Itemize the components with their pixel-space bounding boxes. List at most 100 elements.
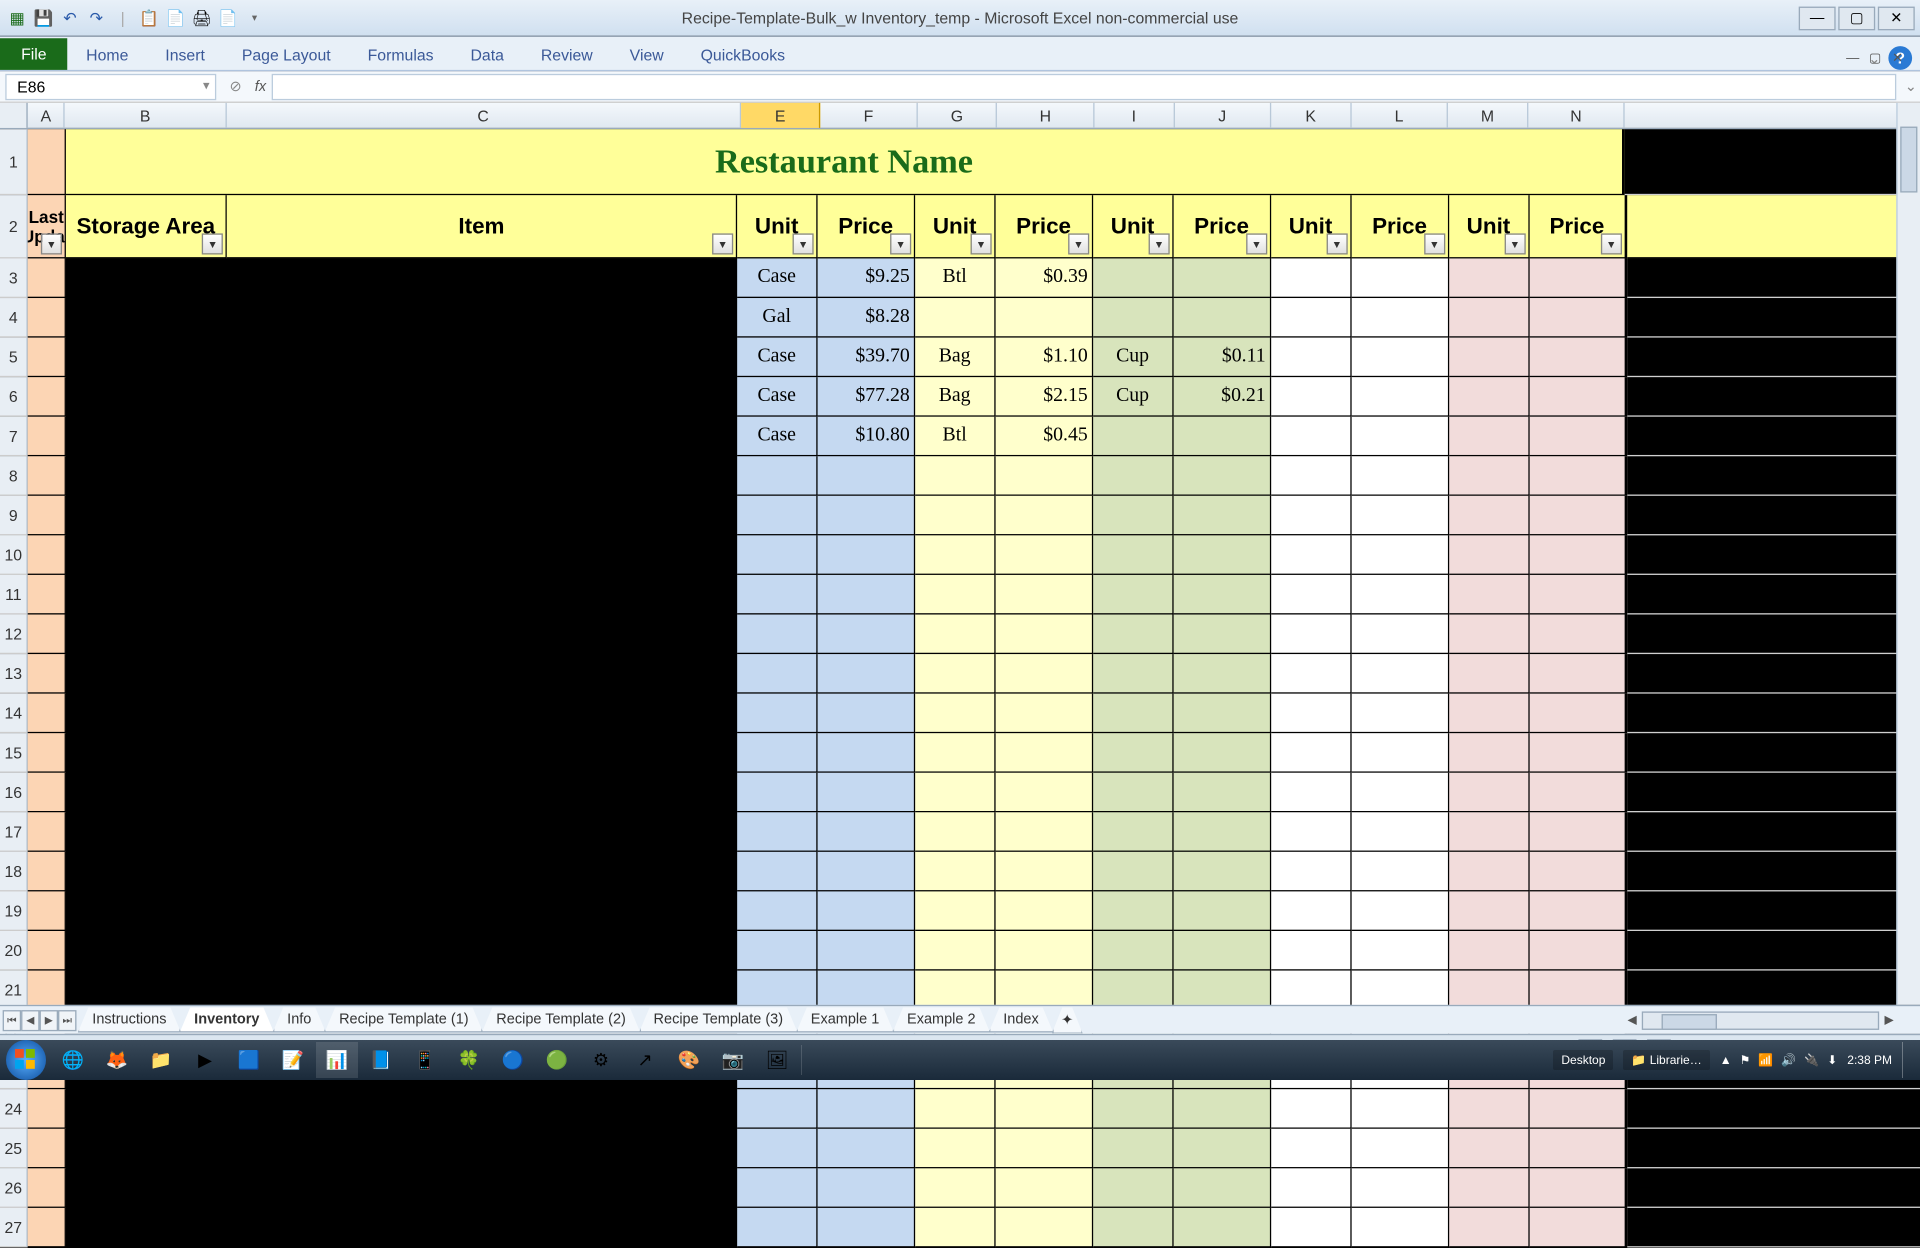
cell[interactable] bbox=[1173, 258, 1270, 298]
cell[interactable] bbox=[1173, 1208, 1270, 1248]
filter-dropdown-icon[interactable]: ▼ bbox=[1246, 233, 1267, 254]
cell[interactable] bbox=[1627, 338, 1920, 378]
cell[interactable] bbox=[227, 1208, 737, 1248]
cell[interactable] bbox=[1449, 615, 1529, 655]
cell[interactable]: COFFEE REGULAR 36/CASE bbox=[227, 377, 737, 417]
cell[interactable] bbox=[1271, 535, 1351, 575]
qat-icon[interactable]: 📄 bbox=[164, 6, 188, 30]
cell[interactable] bbox=[915, 773, 995, 813]
cell[interactable] bbox=[1093, 694, 1173, 734]
cell[interactable] bbox=[1173, 1129, 1270, 1169]
cell[interactable] bbox=[28, 496, 66, 536]
column-header[interactable]: H bbox=[998, 103, 1095, 128]
cell[interactable] bbox=[818, 852, 915, 892]
cell[interactable] bbox=[996, 733, 1093, 773]
cell[interactable] bbox=[1173, 575, 1270, 615]
cell[interactable]: Case bbox=[737, 377, 817, 417]
cell[interactable] bbox=[1449, 1129, 1529, 1169]
cell[interactable] bbox=[818, 496, 915, 536]
cell[interactable] bbox=[1449, 575, 1529, 615]
cell[interactable] bbox=[1627, 931, 1920, 971]
cell[interactable] bbox=[1627, 812, 1920, 852]
cell[interactable] bbox=[737, 1089, 817, 1129]
cell[interactable] bbox=[1173, 417, 1270, 457]
cell[interactable] bbox=[1093, 298, 1173, 338]
cell[interactable] bbox=[28, 931, 66, 971]
cell[interactable] bbox=[1351, 338, 1448, 378]
cell[interactable] bbox=[1093, 1168, 1173, 1208]
cell[interactable]: $10.80 bbox=[818, 417, 915, 457]
cell[interactable] bbox=[1627, 694, 1920, 734]
cell[interactable] bbox=[227, 575, 737, 615]
vertical-scrollbar[interactable] bbox=[1896, 103, 1920, 1005]
cell[interactable] bbox=[1351, 615, 1448, 655]
cell[interactable] bbox=[1627, 1168, 1920, 1208]
filter-dropdown-icon[interactable]: ▼ bbox=[1504, 233, 1525, 254]
header-cell[interactable]: Unit▼ bbox=[1449, 195, 1529, 258]
cell[interactable]: Beverages bbox=[66, 1089, 227, 1129]
cell[interactable] bbox=[1529, 496, 1627, 536]
cell[interactable] bbox=[1093, 1208, 1173, 1248]
cell[interactable] bbox=[1624, 129, 1920, 195]
sheet-nav-first-icon[interactable]: ⏮ bbox=[3, 1009, 21, 1030]
cell[interactable] bbox=[1627, 773, 1920, 813]
cell[interactable] bbox=[227, 1089, 737, 1129]
cell[interactable] bbox=[1449, 377, 1529, 417]
tray-icon[interactable]: ⬇ bbox=[1827, 1053, 1837, 1067]
cell[interactable] bbox=[1449, 417, 1529, 457]
cell[interactable] bbox=[1529, 298, 1627, 338]
taskbar-ie-icon[interactable]: 🌐 bbox=[52, 1042, 94, 1078]
column-header[interactable]: F bbox=[821, 103, 918, 128]
cell[interactable] bbox=[1351, 535, 1448, 575]
cell[interactable] bbox=[28, 535, 66, 575]
row-header[interactable]: 12 bbox=[0, 615, 28, 655]
cell[interactable] bbox=[1173, 535, 1270, 575]
wb-minimize-icon[interactable]: — bbox=[1844, 50, 1862, 66]
taskbar-app-icon[interactable]: 🍀 bbox=[448, 1042, 490, 1078]
cell[interactable] bbox=[1627, 258, 1920, 298]
cell[interactable] bbox=[1351, 931, 1448, 971]
qat-icon[interactable]: 🖨 bbox=[190, 6, 214, 30]
show-desktop-button[interactable] bbox=[1902, 1042, 1910, 1078]
cell[interactable]: Btl bbox=[915, 417, 995, 457]
taskbar-spotify-icon[interactable]: 🟢 bbox=[536, 1042, 578, 1078]
cell[interactable] bbox=[1449, 931, 1529, 971]
cell[interactable] bbox=[737, 852, 817, 892]
filter-dropdown-icon[interactable]: ▼ bbox=[1326, 233, 1347, 254]
excel-icon[interactable]: ▦ bbox=[5, 6, 29, 30]
cell[interactable] bbox=[28, 1208, 66, 1248]
cell[interactable] bbox=[227, 773, 737, 813]
cell[interactable] bbox=[1529, 1089, 1627, 1129]
column-header[interactable]: N bbox=[1528, 103, 1625, 128]
cell[interactable] bbox=[1449, 891, 1529, 931]
cell[interactable] bbox=[737, 931, 817, 971]
cell[interactable] bbox=[1627, 496, 1920, 536]
start-button[interactable] bbox=[6, 1040, 46, 1080]
cell[interactable] bbox=[996, 654, 1093, 694]
cell[interactable]: $1.10 bbox=[996, 338, 1093, 378]
cell[interactable] bbox=[227, 694, 737, 734]
header-cell[interactable]: Price▼ bbox=[996, 195, 1093, 258]
cell[interactable] bbox=[1093, 615, 1173, 655]
cell[interactable]: Beverages bbox=[66, 1129, 227, 1169]
row-header[interactable]: 7 bbox=[0, 417, 28, 457]
cell[interactable] bbox=[28, 338, 66, 378]
cell[interactable] bbox=[737, 733, 817, 773]
cell[interactable] bbox=[28, 733, 66, 773]
cell[interactable] bbox=[1351, 891, 1448, 931]
cell[interactable] bbox=[1351, 496, 1448, 536]
cell[interactable]: Beverages bbox=[66, 615, 227, 655]
cell[interactable] bbox=[1627, 615, 1920, 655]
header-cell[interactable]: Price▼ bbox=[1529, 195, 1627, 258]
cell[interactable] bbox=[996, 694, 1093, 734]
cell[interactable]: $77.28 bbox=[818, 377, 915, 417]
cell[interactable] bbox=[1271, 1208, 1351, 1248]
formula-input[interactable] bbox=[271, 73, 1896, 99]
cell[interactable] bbox=[28, 852, 66, 892]
cell[interactable] bbox=[1173, 1168, 1270, 1208]
cell[interactable]: Beverages bbox=[66, 812, 227, 852]
cell[interactable] bbox=[1271, 377, 1351, 417]
cell[interactable] bbox=[1173, 654, 1270, 694]
ribbon-tab-data[interactable]: Data bbox=[452, 41, 522, 70]
taskbar-app-icon[interactable]: ↗ bbox=[624, 1042, 666, 1078]
